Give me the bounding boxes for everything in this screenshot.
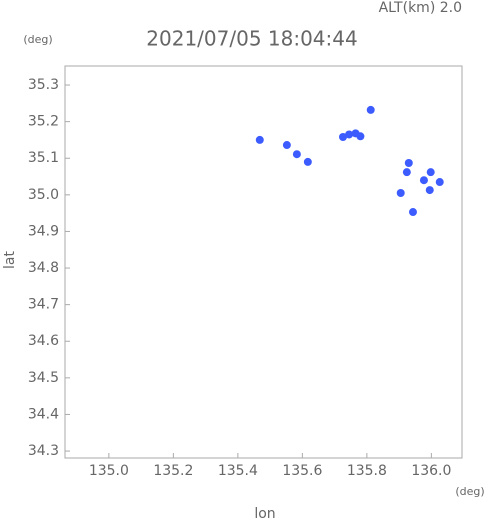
echo-point [366, 105, 375, 114]
y-tick-label: 34.8 [28, 260, 59, 276]
echo-point [282, 141, 291, 150]
echo-point [292, 150, 301, 159]
echo-point [419, 176, 428, 185]
echo-point [408, 208, 417, 217]
x-unit: (deg) [455, 485, 484, 498]
echo-point [338, 133, 347, 142]
x-tick-label: 135.0 [89, 463, 129, 479]
echo-point [402, 168, 411, 177]
y-tick-label: 35.1 [28, 150, 59, 166]
chart-title: 2021/07/05 18:04:44 [146, 27, 357, 51]
echo-point [356, 132, 365, 141]
y-tick-label: 34.6 [28, 333, 59, 349]
y-tick-label: 35.0 [28, 187, 59, 203]
altitude-label: ALT(km) 2.0 [379, 0, 462, 16]
y-tick-label: 35.3 [28, 77, 59, 93]
echo-point [435, 178, 444, 187]
y-tick-label: 34.3 [28, 443, 59, 459]
x-tick-label: 135.2 [153, 463, 193, 479]
x-tick-label: 135.4 [218, 463, 258, 479]
echo-point [404, 158, 413, 167]
x-tick-label: 136.0 [411, 463, 451, 479]
echo-point [426, 168, 435, 177]
x-tick-label: 135.6 [282, 463, 322, 479]
y-axis-label: lat [2, 251, 18, 269]
echo-point [303, 157, 312, 166]
y-unit: (deg) [23, 33, 52, 46]
echo-point [255, 135, 264, 144]
x-axis-label: lon [254, 506, 275, 521]
y-tick-label: 34.7 [28, 297, 59, 313]
y-tick-label: 34.4 [28, 406, 59, 422]
plot-frame [64, 65, 463, 459]
y-tick-label: 34.5 [28, 370, 59, 386]
y-tick-label: 34.9 [28, 223, 59, 239]
y-tick-label: 35.2 [28, 114, 59, 130]
echo-point [425, 186, 434, 195]
echo-point [345, 130, 354, 139]
x-tick-label: 135.8 [347, 463, 387, 479]
echo-point [396, 189, 405, 198]
